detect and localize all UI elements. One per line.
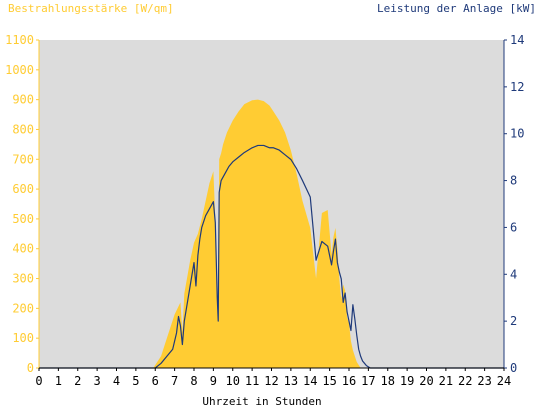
x-tick-label: 21 <box>439 374 453 388</box>
left-tick-label: 600 <box>12 182 34 196</box>
x-tick-label: 7 <box>171 374 178 388</box>
right-tick-label: 10 <box>510 127 524 141</box>
right-tick-label: 6 <box>510 220 517 234</box>
right-tick-label: 2 <box>510 314 517 328</box>
x-tick-label: 10 <box>226 374 240 388</box>
x-tick-label: 15 <box>322 374 336 388</box>
right-tick-label: 0 <box>510 361 517 375</box>
series-irradiance-area <box>39 99 504 368</box>
x-tick-label: 9 <box>210 374 217 388</box>
right-tick-label: 4 <box>510 267 517 281</box>
x-tick-label: 14 <box>303 374 317 388</box>
x-tick-label: 6 <box>152 374 159 388</box>
left-tick-label: 1100 <box>5 33 34 47</box>
left-tick-label: 500 <box>12 212 34 226</box>
x-tick-label: 16 <box>342 374 356 388</box>
left-tick-label: 100 <box>12 331 34 345</box>
x-tick-label: 13 <box>284 374 298 388</box>
x-tick-label: 17 <box>361 374 375 388</box>
x-tick-label: 12 <box>264 374 278 388</box>
left-tick-label: 900 <box>12 93 34 107</box>
series-layer <box>39 99 504 369</box>
x-tick-label: 4 <box>113 374 120 388</box>
x-tick-label: 0 <box>35 374 42 388</box>
left-axis-label: Bestrahlungsstärke [W/qm] <box>8 2 174 15</box>
left-tick-label: 300 <box>12 272 34 286</box>
x-tick-label: 8 <box>190 374 197 388</box>
left-tick-label: 700 <box>12 152 34 166</box>
left-tick-label: 1000 <box>5 63 34 77</box>
x-tick-label: 3 <box>94 374 101 388</box>
x-tick-label: 24 <box>497 374 511 388</box>
x-tick-label: 20 <box>419 374 433 388</box>
x-tick-label: 5 <box>132 374 139 388</box>
ticks-layer: 0100200300400500600700800900100011000246… <box>5 33 524 388</box>
right-tick-label: 14 <box>510 33 524 47</box>
x-tick-label: 2 <box>74 374 81 388</box>
x-tick-label: 23 <box>477 374 491 388</box>
left-tick-label: 200 <box>12 301 34 315</box>
x-tick-label: 18 <box>381 374 395 388</box>
right-tick-label: 8 <box>510 174 517 188</box>
left-tick-label: 0 <box>27 361 34 375</box>
x-axis-label: Uhrzeit in Stunden <box>202 395 321 408</box>
x-tick-label: 19 <box>400 374 414 388</box>
right-axis-label: Leistung der Anlage [kW] <box>377 2 536 15</box>
left-tick-label: 800 <box>12 122 34 136</box>
x-tick-label: 22 <box>458 374 472 388</box>
left-tick-label: 400 <box>12 242 34 256</box>
series-power-line <box>39 144 504 369</box>
x-tick-label: 1 <box>55 374 62 388</box>
x-tick-label: 11 <box>245 374 259 388</box>
right-tick-label: 12 <box>510 80 524 94</box>
